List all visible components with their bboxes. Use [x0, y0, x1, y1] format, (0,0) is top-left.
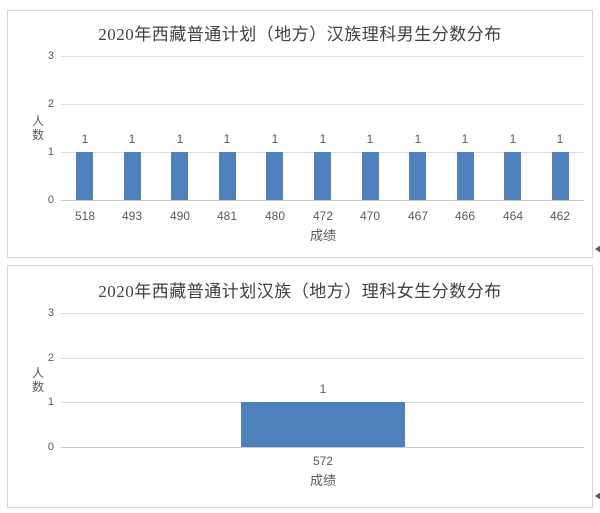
x-axis-line: [61, 447, 584, 448]
gridline: [61, 56, 584, 57]
paragraph-return-icon: [595, 245, 600, 253]
bar: [314, 152, 331, 200]
bar: [552, 152, 569, 200]
y-axis-tick-label: 0: [47, 441, 54, 453]
y-axis-tick-label: 0: [47, 194, 54, 206]
bar: [171, 152, 188, 200]
y-axis-tick-label: 2: [47, 352, 54, 364]
bar-data-label: 1: [319, 132, 327, 146]
x-axis-category-label: 481: [216, 209, 238, 223]
y-axis-tick-label: 3: [47, 50, 54, 62]
x-axis-title: 成绩: [309, 228, 336, 243]
y-axis-tick-label: 1: [47, 396, 54, 408]
x-axis-title: 成绩: [309, 473, 336, 488]
chart-male-scores[interactable]: 2020年西藏普通计划（地方）汉族理科男生分数分布 3 2 1 0 人数 1 518 1 493…: [7, 10, 593, 258]
x-axis-category-label: 467: [407, 209, 429, 223]
bar-data-label: 1: [414, 132, 422, 146]
x-axis-category-label: 470: [359, 209, 381, 223]
gridline: [61, 313, 584, 314]
bar: [504, 152, 521, 200]
bar-data-label: 1: [461, 132, 469, 146]
bar: [266, 152, 283, 200]
bar-data-label: 1: [319, 382, 327, 396]
x-axis-category-label: 572: [312, 454, 334, 468]
bar: [409, 152, 426, 200]
bar: [457, 152, 474, 200]
y-axis-title: 人数: [31, 114, 44, 142]
y-axis-tick-label: 1: [47, 146, 54, 158]
bar: [76, 152, 93, 200]
bar: [219, 152, 236, 200]
paragraph-return-icon: [595, 492, 600, 500]
y-axis-title: 人数: [31, 366, 44, 394]
x-axis-category-label: 472: [312, 209, 334, 223]
bar: [241, 402, 405, 447]
bar-data-label: 1: [366, 132, 374, 146]
x-axis-line: [61, 200, 584, 201]
x-axis-category-label: 466: [454, 209, 476, 223]
x-axis-category-label: 462: [549, 209, 571, 223]
bar-data-label: 1: [271, 132, 279, 146]
chart-female-scores[interactable]: 2020年西藏普通计划汉族（地方）理科女生分数分布 3 2 1 0 人数 1 572 成绩: [7, 265, 593, 508]
x-axis-category-label: 490: [169, 209, 191, 223]
chart-title: 2020年西藏普通计划（地方）汉族理科男生分数分布: [98, 25, 502, 44]
bar-data-label: 1: [223, 132, 231, 146]
bar: [362, 152, 379, 200]
y-axis-tick-label: 3: [47, 307, 54, 319]
bar-data-label: 1: [128, 132, 136, 146]
gridline: [61, 358, 584, 359]
x-axis-category-label: 518: [74, 209, 96, 223]
bar-data-label: 1: [556, 132, 564, 146]
gridline: [61, 104, 584, 105]
bar-data-label: 1: [176, 132, 184, 146]
x-axis-category-label: 464: [502, 209, 524, 223]
chart-title: 2020年西藏普通计划汉族（地方）理科女生分数分布: [98, 282, 502, 301]
y-axis-tick-label: 2: [47, 98, 54, 110]
bar-data-label: 1: [81, 132, 89, 146]
x-axis-category-label: 480: [264, 209, 286, 223]
bar: [124, 152, 141, 200]
x-axis-category-label: 493: [121, 209, 143, 223]
bar-data-label: 1: [509, 132, 517, 146]
